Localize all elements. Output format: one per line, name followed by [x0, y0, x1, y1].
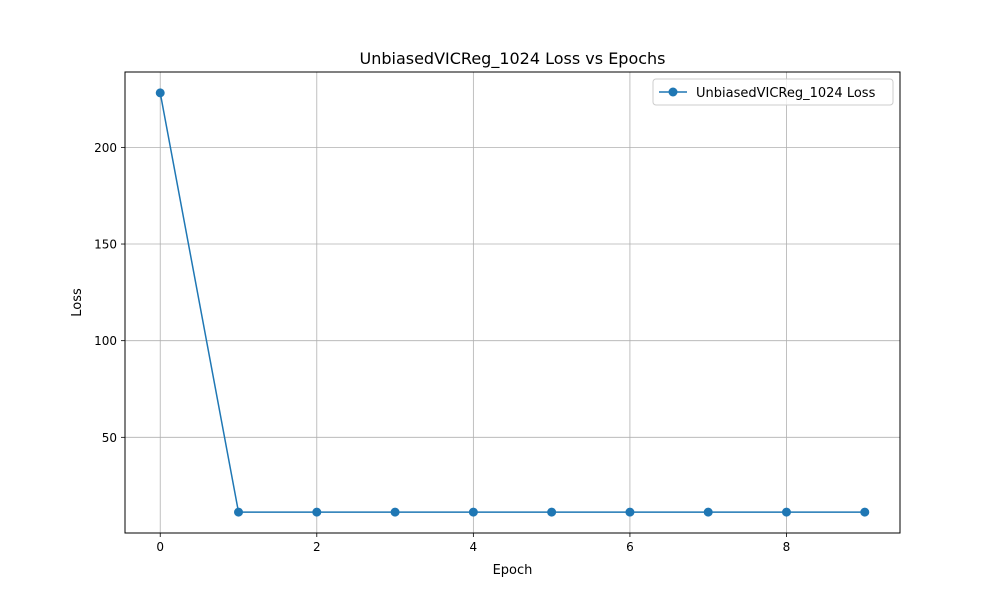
legend-marker-swatch: [668, 87, 678, 97]
y-tick-label: 200: [94, 141, 117, 155]
chart-title: UnbiasedVICReg_1024 Loss vs Epochs: [359, 49, 665, 69]
x-tick-label: 8: [783, 540, 791, 554]
data-point: [625, 507, 635, 517]
data-point: [234, 507, 244, 517]
data-point: [860, 507, 870, 517]
legend-label: UnbiasedVICReg_1024 Loss: [696, 86, 876, 101]
data-point: [703, 507, 713, 517]
y-tick-label: 100: [94, 334, 117, 348]
y-axis-label: Loss: [70, 288, 85, 317]
data-point: [781, 507, 791, 517]
data-point: [155, 88, 165, 98]
legend-box: [652, 78, 894, 106]
x-tick-label: 2: [313, 540, 321, 554]
plot-area-frame: [124, 71, 901, 534]
y-tick-label: 150: [94, 238, 117, 252]
grid-lines: [125, 72, 900, 533]
legend: UnbiasedVICReg_1024 Loss: [652, 78, 894, 106]
x-axis-label: Epoch: [493, 563, 533, 578]
x-tick-label: 6: [626, 540, 634, 554]
series-layer: [155, 88, 870, 517]
data-point: [390, 507, 400, 517]
y-tick-label: 50: [102, 431, 117, 445]
series-line: [159, 92, 865, 513]
axis-ticks: 0 2 4 6 8 50 100 150 200: [94, 141, 790, 554]
data-point: [547, 507, 557, 517]
data-point: [468, 507, 478, 517]
data-point: [312, 507, 322, 517]
x-tick-label: 0: [156, 540, 164, 554]
x-tick-label: 4: [470, 540, 478, 554]
